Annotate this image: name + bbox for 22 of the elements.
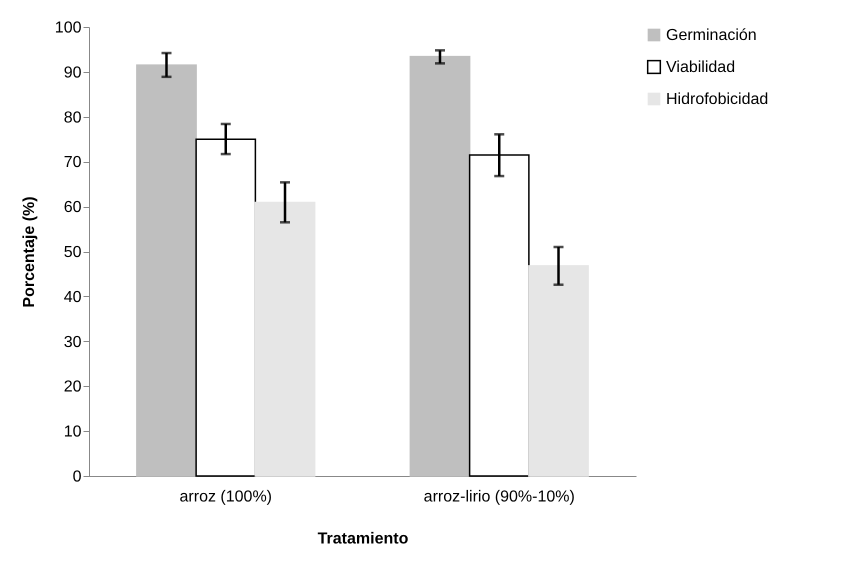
bar <box>136 64 197 477</box>
y-tick-label: 100 <box>54 20 82 36</box>
legend-label: Germinación <box>666 27 757 44</box>
y-tick-label: 20 <box>64 378 82 396</box>
y-axis-title: Porcentaje (%) <box>20 196 38 308</box>
y-tick-label: 90 <box>64 64 82 82</box>
y-tick-label: 70 <box>64 154 82 172</box>
bar <box>528 265 589 477</box>
bar <box>254 202 316 477</box>
x-tick-label: arroz (100%) <box>180 488 272 506</box>
y-tick-label: 40 <box>64 288 82 306</box>
y-tick-label: 50 <box>64 244 82 261</box>
y-tick-label: 80 <box>64 109 82 126</box>
bar <box>410 56 470 477</box>
y-tick-label: 10 <box>64 424 82 441</box>
x-tick-label: arroz-lirio (90%-10%) <box>424 488 575 506</box>
y-tick-label: 0 <box>72 468 82 486</box>
legend-label: Viabilidad <box>666 59 736 76</box>
y-tick-label: 60 <box>64 199 82 216</box>
legend-label: Hidrofobicidad <box>666 91 768 108</box>
y-tick-label: 30 <box>64 334 82 351</box>
x-axis-title: Tratamiento <box>318 530 409 548</box>
